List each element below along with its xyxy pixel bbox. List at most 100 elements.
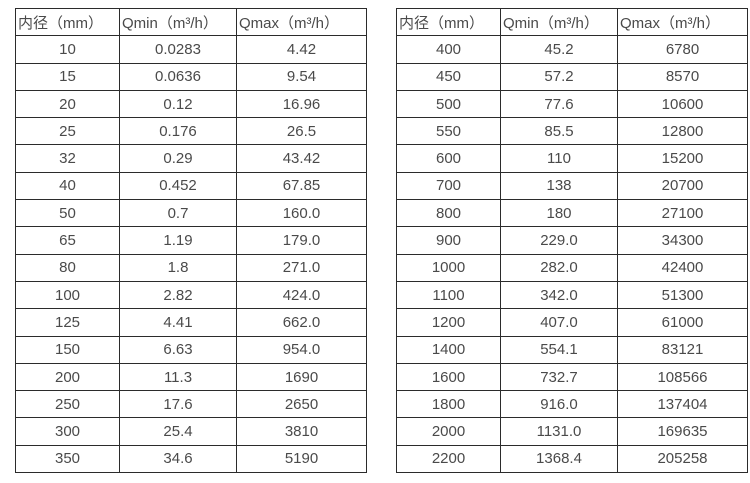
table-cell: 200 [15, 362, 120, 392]
table-cell: 250 [15, 390, 120, 419]
table-cell: 32 [15, 144, 120, 173]
table-cell: 0.7 [119, 199, 237, 228]
column-header: Qmax（m³/h） [236, 7, 367, 37]
table-cell: 25.4 [119, 417, 237, 446]
table-row: 40 0.452 67.85 [15, 171, 367, 201]
table-cell: 0.176 [119, 117, 237, 146]
table-cell: 1200 [396, 308, 501, 337]
table-cell: 732.7 [500, 362, 618, 392]
table-cell: 15 [15, 62, 120, 91]
table-cell: 342.0 [500, 280, 618, 310]
table-cell: 2000 [396, 417, 501, 446]
header-row: 内径（mm） Qmin（m³/h） Qmax（m³/h） [15, 7, 367, 37]
column-header: Qmax（m³/h） [617, 7, 748, 37]
table-cell: 1368.4 [500, 444, 618, 474]
table-cell: 1000 [396, 253, 501, 282]
table-cell: 1690 [236, 362, 367, 392]
header-row: 内径（mm） Qmin（m³/h） Qmax（m³/h） [396, 7, 748, 37]
flow-rate-table-small-diameters: 内径（mm） Qmin（m³/h） Qmax（m³/h） 10 0.0283 4.42 15… [15, 7, 367, 474]
table-row: 32 0.29 43.42 [15, 144, 367, 173]
table-cell: 1600 [396, 362, 501, 392]
table-cell: 600 [396, 144, 501, 173]
table-cell: 4.42 [236, 35, 367, 64]
table-cell: 350 [15, 444, 120, 474]
table-row: 400 45.2 6780 [396, 35, 748, 64]
table-cell: 100 [15, 280, 120, 310]
table-row: 1600 732.7 108566 [396, 362, 748, 392]
table-row: 1400 554.1 83121 [396, 335, 748, 364]
table-cell: 137404 [617, 390, 748, 419]
flow-rate-table-large-diameters: 内径（mm） Qmin（m³/h） Qmax（m³/h） 400 45.2 6780 450… [396, 7, 748, 474]
table-cell: 20700 [617, 171, 748, 201]
table-cell: 9.54 [236, 62, 367, 91]
table-cell: 150 [15, 335, 120, 364]
table-cell: 16.96 [236, 89, 367, 119]
table-cell: 0.0283 [119, 35, 237, 64]
table-row: 150 6.63 954.0 [15, 335, 367, 364]
table-cell: 138 [500, 171, 618, 201]
table-cell: 180 [500, 199, 618, 228]
table-cell: 0.12 [119, 89, 237, 119]
table-cell: 17.6 [119, 390, 237, 419]
table-row: 200 11.3 1690 [15, 362, 367, 392]
table-cell: 424.0 [236, 280, 367, 310]
table-cell: 61000 [617, 308, 748, 337]
table-row: 900 229.0 34300 [396, 226, 748, 255]
table-cell: 954.0 [236, 335, 367, 364]
table-row: 1100 342.0 51300 [396, 280, 748, 310]
table-cell: 34.6 [119, 444, 237, 474]
table-cell: 407.0 [500, 308, 618, 337]
table-row: 250 17.6 2650 [15, 390, 367, 419]
table-cell: 4.41 [119, 308, 237, 337]
table-cell: 0.29 [119, 144, 237, 173]
table-cell: 34300 [617, 226, 748, 255]
table-row: 2000 1131.0 169635 [396, 417, 748, 446]
table-cell: 662.0 [236, 308, 367, 337]
table-cell: 179.0 [236, 226, 367, 255]
table-row: 25 0.176 26.5 [15, 117, 367, 146]
table-cell: 10 [15, 35, 120, 64]
table-cell: 43.42 [236, 144, 367, 173]
column-header: 内径（mm） [396, 7, 501, 37]
column-header: 内径（mm） [15, 7, 120, 37]
table-row: 10 0.0283 4.42 [15, 35, 367, 64]
table-cell: 916.0 [500, 390, 618, 419]
table-cell: 1100 [396, 280, 501, 310]
table-row: 125 4.41 662.0 [15, 308, 367, 337]
table-cell: 5190 [236, 444, 367, 474]
table-cell: 57.2 [500, 62, 618, 91]
table-cell: 550 [396, 117, 501, 146]
table-cell: 282.0 [500, 253, 618, 282]
table-cell: 169635 [617, 417, 748, 446]
table-row: 65 1.19 179.0 [15, 226, 367, 255]
column-header: Qmin（m³/h） [500, 7, 618, 37]
table-row: 600 110 15200 [396, 144, 748, 173]
table-row: 2200 1368.4 205258 [396, 444, 748, 474]
table-row: 1000 282.0 42400 [396, 253, 748, 282]
table-cell: 160.0 [236, 199, 367, 228]
table-cell: 700 [396, 171, 501, 201]
table-cell: 229.0 [500, 226, 618, 255]
table-cell: 12800 [617, 117, 748, 146]
table-cell: 300 [15, 417, 120, 446]
table-cell: 450 [396, 62, 501, 91]
table-cell: 51300 [617, 280, 748, 310]
table-cell: 40 [15, 171, 120, 201]
table-cell: 45.2 [500, 35, 618, 64]
table-cell: 2.82 [119, 280, 237, 310]
table-cell: 77.6 [500, 89, 618, 119]
table-cell: 50 [15, 199, 120, 228]
table-cell: 400 [396, 35, 501, 64]
table-cell: 500 [396, 89, 501, 119]
table-cell: 25 [15, 117, 120, 146]
table-cell: 15200 [617, 144, 748, 173]
table-row: 1200 407.0 61000 [396, 308, 748, 337]
table-cell: 1131.0 [500, 417, 618, 446]
table-cell: 271.0 [236, 253, 367, 282]
table-cell: 67.85 [236, 171, 367, 201]
table-cell: 6780 [617, 35, 748, 64]
table-cell: 65 [15, 226, 120, 255]
table-row: 800 180 27100 [396, 199, 748, 228]
table-cell: 205258 [617, 444, 748, 474]
